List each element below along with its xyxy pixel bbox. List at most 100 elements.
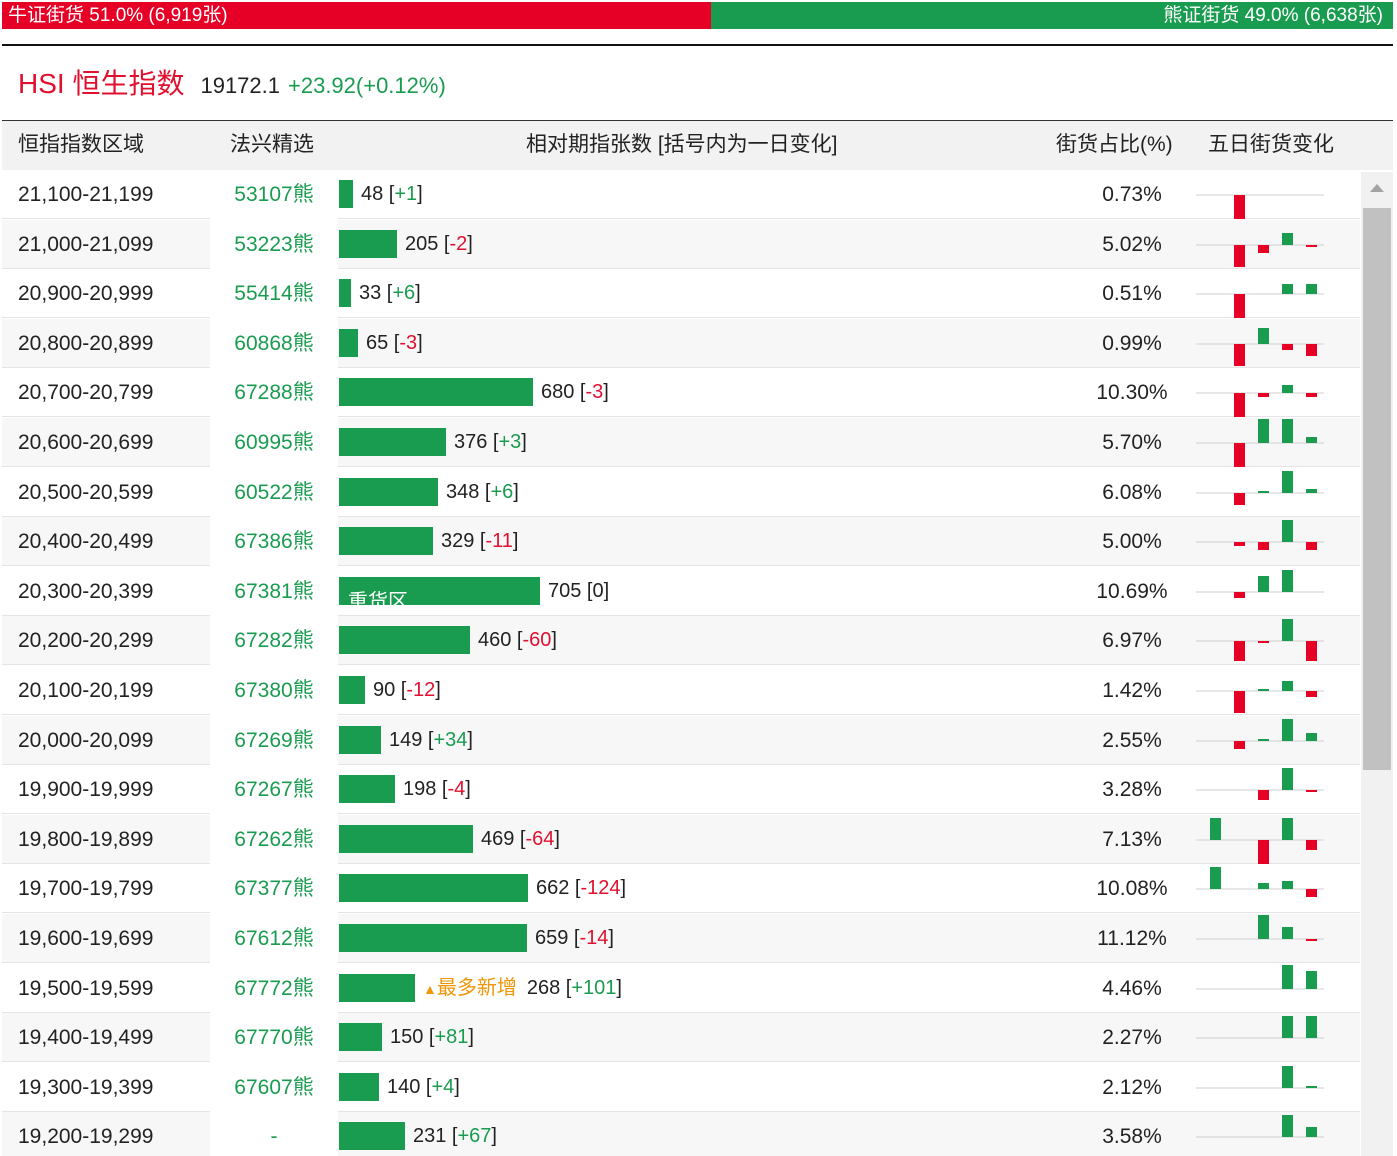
trend-bar: [1258, 491, 1269, 493]
warrant-code-link[interactable]: 67770熊: [210, 1013, 338, 1062]
table-row[interactable]: 20,700-20,799 67288熊 680 [-3] 10.30%: [2, 368, 1360, 417]
count-bracket: ]: [521, 431, 527, 453]
warrant-code-link[interactable]: 67267熊: [210, 765, 338, 814]
trend-bar: [1234, 344, 1245, 366]
count-value: 376 [+3]: [454, 418, 527, 467]
table-row[interactable]: 21,100-21,199 53107熊 48 [+1] 0.73%: [2, 170, 1360, 219]
count-cell: 460 [-60]: [339, 616, 1039, 665]
table-row[interactable]: 20,300-20,399 67381熊 重货区 705 [0] 10.69%: [2, 567, 1360, 616]
count-cell: 469 [-64]: [339, 815, 1039, 864]
count-bracket: ]: [465, 778, 471, 800]
header-trend[interactable]: 五日街货变化: [1208, 133, 1334, 156]
header-count[interactable]: 相对期指张数 [括号内为一日变化]: [526, 133, 838, 156]
count-value: 48 [+1]: [361, 170, 423, 219]
count-bracket: ]: [616, 977, 622, 999]
five-day-chart-svg: [1196, 1115, 1324, 1138]
warrant-code-link[interactable]: 67377熊: [210, 864, 338, 913]
share-cell: 2.27%: [1102, 1026, 1162, 1049]
table-row[interactable]: 19,200-19,299 - 231 [+67] 3.58%: [2, 1112, 1360, 1156]
count-value: 140 [+4]: [387, 1063, 460, 1112]
warrant-code-link[interactable]: 60522熊: [210, 468, 338, 517]
warrant-code-link[interactable]: 55414熊: [210, 269, 338, 318]
count-number: 469 [: [481, 828, 526, 850]
trend-bar: [1306, 542, 1317, 550]
count-value: 149 [+34]: [389, 716, 473, 765]
warrant-code-link[interactable]: 60868熊: [210, 319, 338, 368]
header-share[interactable]: 街货占比(%): [1056, 133, 1173, 156]
count-bracket: ]: [417, 332, 423, 354]
table-row[interactable]: 19,600-19,699 67612熊 659 [-14] 11.12%: [2, 914, 1360, 963]
table-row[interactable]: 19,300-19,399 67607熊 140 [+4] 2.12%: [2, 1063, 1360, 1112]
scrollbar-thumb[interactable]: [1363, 208, 1391, 770]
warrant-code-link[interactable]: 67386熊: [210, 517, 338, 566]
table-row[interactable]: 19,700-19,799 67377熊 662 [-124] 10.08%: [2, 864, 1360, 913]
share-cell: 5.70%: [1102, 431, 1162, 454]
trend-bar: [1258, 245, 1269, 253]
count-bar: [339, 527, 433, 555]
count-cell: 149 [+34]: [339, 716, 1039, 765]
five-day-chart-svg: [1196, 233, 1324, 267]
count-bracket: ]: [435, 679, 441, 701]
table-row[interactable]: 21,000-21,099 53223熊 205 [-2] 5.02%: [2, 220, 1360, 269]
warrant-code-link[interactable]: 67380熊: [210, 666, 338, 715]
trend-bar: [1258, 542, 1269, 550]
warrant-code-link[interactable]: -: [210, 1112, 338, 1156]
trend-bar: [1282, 1115, 1293, 1137]
range-cell: 20,100-20,199: [18, 679, 154, 702]
table-row[interactable]: 20,200-20,299 67282熊 460 [-60] 6.97%: [2, 616, 1360, 665]
warrant-code-link[interactable]: 67612熊: [210, 914, 338, 963]
five-day-chart: [1196, 319, 1324, 368]
five-day-chart-svg: [1196, 965, 1324, 990]
range-cell: 20,500-20,599: [18, 481, 154, 504]
trend-bar: [1282, 1066, 1293, 1088]
table-row[interactable]: 20,500-20,599 60522熊 348 [+6] 6.08%: [2, 468, 1360, 517]
header-issuer[interactable]: 法兴精选: [230, 133, 314, 156]
count-cell: 33 [+6]: [339, 269, 1039, 318]
count-value: 659 [-14]: [535, 914, 614, 963]
trend-bar: [1282, 719, 1293, 741]
five-day-chart: [1196, 567, 1324, 616]
warrant-code-link[interactable]: 67607熊: [210, 1063, 338, 1112]
warrant-code-link[interactable]: 67772熊: [210, 964, 338, 1013]
five-day-chart-svg: [1196, 619, 1324, 661]
range-cell: 20,000-20,099: [18, 729, 154, 752]
warrant-code-link[interactable]: 53107熊: [210, 170, 338, 219]
count-bar: [339, 329, 358, 357]
warrant-code-link[interactable]: 67262熊: [210, 815, 338, 864]
trend-bar: [1258, 641, 1269, 643]
table-row[interactable]: 20,400-20,499 67386熊 329 [-11] 5.00%: [2, 517, 1360, 566]
trend-bar: [1282, 768, 1293, 790]
count-bracket: ]: [608, 927, 614, 949]
count-bracket: ]: [454, 1076, 460, 1098]
trend-bar: [1234, 195, 1245, 219]
warrant-code-link[interactable]: 60995熊: [210, 418, 338, 467]
warrant-code-link[interactable]: 67282熊: [210, 616, 338, 665]
five-day-chart-svg: [1196, 1016, 1324, 1039]
count-change: -12: [406, 679, 436, 701]
trend-bar: [1234, 592, 1245, 598]
trend-bar: [1306, 691, 1317, 697]
table-row[interactable]: 20,600-20,699 60995熊 376 [+3] 5.70%: [2, 418, 1360, 467]
arrow-up-icon[interactable]: [1370, 184, 1384, 192]
share-cell: 5.02%: [1102, 233, 1162, 256]
table-row[interactable]: 20,000-20,099 67269熊 149 [+34] 2.55%: [2, 716, 1360, 765]
table-row[interactable]: 19,400-19,499 67770熊 150 [+81] 2.27%: [2, 1013, 1360, 1062]
vertical-scrollbar[interactable]: [1361, 172, 1393, 1156]
count-number: 149 [: [389, 729, 434, 751]
share-cell: 3.28%: [1102, 778, 1162, 801]
count-bar: [339, 180, 353, 208]
count-bracket: ]: [551, 629, 557, 651]
warrant-code-link[interactable]: 53223熊: [210, 220, 338, 269]
index-name[interactable]: HSI 恒生指数: [18, 68, 185, 99]
table-row[interactable]: 19,900-19,999 67267熊 198 [-4] 3.28%: [2, 765, 1360, 814]
table-row[interactable]: 20,800-20,899 60868熊 65 [-3] 0.99%: [2, 319, 1360, 368]
warrant-code-link[interactable]: 67381熊: [210, 567, 338, 616]
table-row[interactable]: 19,800-19,899 67262熊 469 [-64] 7.13%: [2, 815, 1360, 864]
table-row[interactable]: 20,900-20,999 55414熊 33 [+6] 0.51%: [2, 269, 1360, 318]
table-row[interactable]: 20,100-20,199 67380熊 90 [-12] 1.42%: [2, 666, 1360, 715]
warrant-code-link[interactable]: 67269熊: [210, 716, 338, 765]
table-row[interactable]: 19,500-19,599 67772熊 ▲最多新增 268 [+101] 4.46%: [2, 964, 1360, 1013]
range-cell: 19,800-19,899: [18, 828, 154, 851]
warrant-code-link[interactable]: 67288熊: [210, 368, 338, 417]
header-range[interactable]: 恒指指数区域: [18, 133, 144, 156]
